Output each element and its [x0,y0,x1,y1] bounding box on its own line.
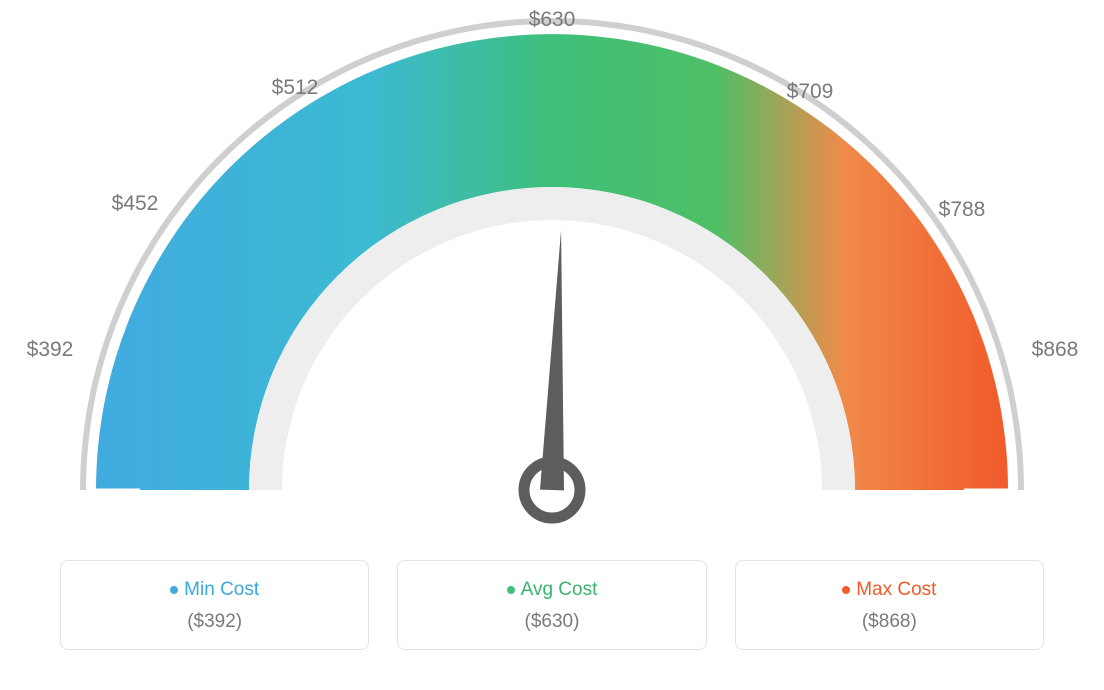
legend-title: Max Cost [746,579,1033,601]
gauge-label: $788 [939,198,986,222]
legend-title-text: Avg Cost [521,579,598,600]
gauge-label: $630 [529,8,576,32]
gauge-label: $392 [27,338,74,362]
gauge-needle [540,230,564,490]
gauge-label: $452 [112,192,159,216]
gauge-label: $709 [787,80,834,104]
legend-title-text: Min Cost [184,579,259,600]
gauge-label: $868 [1032,338,1079,362]
legend-value: ($392) [71,611,358,633]
gauge-chart: $392 $452 $512 $630 $709 $788 $868 [0,0,1104,560]
legend-dot-icon [842,586,850,594]
legend-title-text: Max Cost [856,579,936,600]
legend-value: ($868) [746,611,1033,633]
legend-dot-icon [170,586,178,594]
legend-card: Min Cost ($392) [60,560,369,650]
legend-dot-icon [507,586,515,594]
legend-card: Max Cost ($868) [735,560,1044,650]
legend-title: Min Cost [71,579,358,601]
gauge-svg [0,0,1104,560]
legend-value: ($630) [408,611,695,633]
legend-card: Avg Cost ($630) [397,560,706,650]
legend-row: Min Cost ($392) Avg Cost ($630) Max Cost ($86… [0,560,1104,650]
legend-title: Avg Cost [408,579,695,601]
gauge-label: $512 [272,76,319,100]
